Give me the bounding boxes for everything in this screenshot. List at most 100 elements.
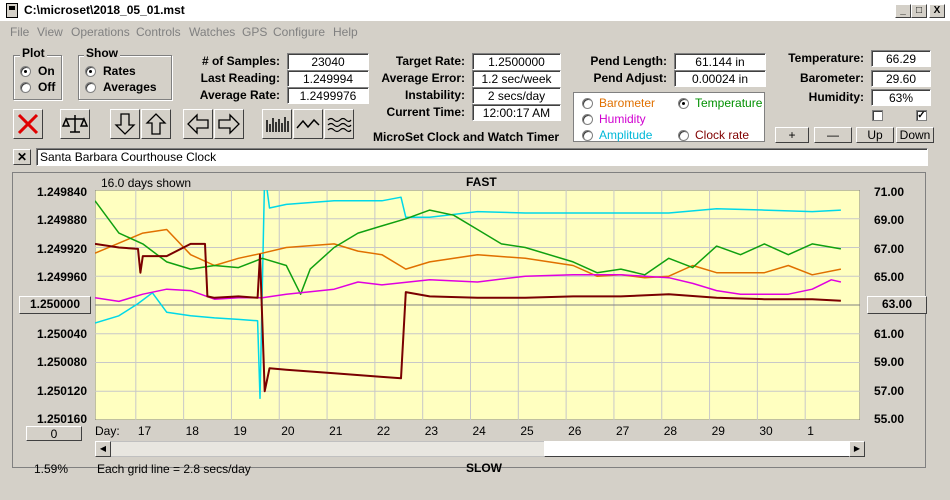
sensor-select-box — [573, 92, 765, 142]
plot-on-radio[interactable] — [20, 66, 31, 77]
menu-view[interactable]: View — [37, 25, 63, 39]
x-value-box[interactable]: 0 — [26, 426, 82, 441]
day-tick-label: 19 — [233, 424, 247, 438]
humidity-radio[interactable] — [582, 114, 593, 125]
scroll-right-button[interactable]: ▶ — [849, 441, 865, 457]
app-subtitle: MicroSet Clock and Watch Timer — [373, 130, 560, 144]
series-line-0 — [95, 190, 841, 400]
show-group-title: Show — [84, 46, 120, 60]
target-rate-field[interactable]: 1.2500000 — [472, 53, 561, 70]
plot-off-radio[interactable] — [20, 82, 31, 93]
humidity-label: Humidity: — [808, 90, 864, 104]
up-button[interactable] — [141, 109, 171, 139]
day-tick-label: 27 — [615, 424, 630, 438]
left-value-box[interactable]: 1.250000 — [19, 296, 91, 314]
series-line-1 — [95, 228, 842, 279]
bar-chart-icon — [266, 117, 289, 132]
menu-bar: File View Operations Controls Watches GP… — [0, 22, 950, 42]
right-tick: 67.00 — [874, 242, 905, 256]
days-shown-label: 16.0 days shown — [101, 176, 192, 190]
temperature-label: Temperature: — [788, 51, 864, 65]
fast-label: FAST — [466, 175, 497, 189]
series-line-3 — [95, 274, 842, 303]
left-tick: 1.249920 — [36, 242, 87, 256]
line-view-button[interactable] — [293, 109, 323, 139]
line-chart-icon — [296, 118, 320, 129]
menu-watches[interactable]: Watches — [189, 25, 236, 39]
day-tick-label: 20 — [281, 424, 295, 438]
barometer-radio[interactable] — [582, 98, 593, 109]
minimize-button[interactable]: _ — [895, 4, 911, 18]
pend-adjust-label: Pend Adjust: — [593, 71, 667, 85]
balance-button[interactable] — [60, 109, 90, 139]
wave-icon — [327, 117, 352, 133]
temperature-radio[interactable] — [678, 98, 689, 109]
scroll-left-button[interactable]: ◀ — [95, 441, 111, 457]
clock-name-input[interactable]: Santa Barbara Courthouse Clock — [36, 148, 928, 166]
close-button[interactable]: X — [929, 4, 945, 18]
menu-gps[interactable]: GPS — [242, 25, 268, 39]
slow-label: SLOW — [466, 461, 502, 475]
day-tick-label: 22 — [376, 424, 391, 438]
chart-frame — [12, 172, 926, 468]
menu-operations[interactable]: Operations — [71, 25, 130, 39]
stop-button[interactable] — [13, 109, 43, 139]
checkbox-left[interactable] — [872, 110, 883, 121]
plus-button[interactable]: + — [775, 127, 809, 143]
right-tick: 59.00 — [874, 355, 905, 369]
right-button[interactable] — [214, 109, 244, 139]
amplitude-radio[interactable] — [582, 130, 593, 141]
clear-name-button[interactable]: ✕ — [13, 149, 31, 165]
plot-off-label: Off — [38, 80, 56, 94]
day-tick-label: 26 — [568, 424, 582, 438]
scroll-thumb[interactable] — [544, 441, 850, 457]
window-title: C:\microset\2018_05_01.mst — [24, 3, 185, 17]
last-reading-label: Last Reading: — [200, 71, 280, 85]
amplitude-label: Amplitude — [599, 128, 653, 142]
checkbox-right[interactable]: ✓ — [916, 110, 927, 121]
left-button[interactable] — [183, 109, 213, 139]
right-value-box[interactable]: 63.00 — [867, 296, 927, 314]
down-button[interactable] — [110, 109, 140, 139]
samples-label: # of Samples: — [201, 54, 280, 68]
series-line-4 — [95, 242, 841, 393]
left-tick: 1.250080 — [36, 355, 87, 369]
day-axis-label: Day: — [95, 424, 120, 438]
temperature-option-label: Temperature — [695, 96, 763, 110]
day-tick-label: 29 — [711, 424, 725, 438]
average-rate-field: 1.2499976 — [287, 87, 369, 104]
right-tick: 71.00 — [874, 185, 905, 199]
left-tick: 1.249880 — [36, 213, 87, 227]
menu-controls[interactable]: Controls — [136, 25, 181, 39]
average-error-field: 1.2 sec/week — [472, 70, 561, 87]
scale-up-button[interactable]: Up — [856, 127, 894, 143]
average-rate-label: Average Rate: — [199, 88, 280, 102]
app-icon — [6, 3, 18, 18]
day-tick-label: 30 — [759, 424, 773, 438]
current-time-label: Current Time: — [386, 105, 465, 119]
right-tick: 55.00 — [874, 412, 905, 426]
clock-rate-radio[interactable] — [678, 130, 689, 141]
maximize-button[interactable]: □ — [911, 4, 927, 18]
menu-file[interactable]: File — [10, 25, 30, 39]
show-averages-radio[interactable] — [85, 82, 96, 93]
scale-down-button[interactable]: Down — [896, 127, 934, 143]
rate-chart — [95, 190, 860, 420]
day-tick-label: 17 — [137, 424, 152, 438]
current-time-field: 12:00:17 AM — [472, 104, 561, 121]
humidity-field: 63% — [871, 89, 931, 106]
minus-button[interactable]: — — [814, 127, 852, 143]
right-tick: 65.00 — [874, 270, 905, 284]
menu-help[interactable]: Help — [333, 25, 358, 39]
pend-length-field[interactable]: 61.144 in — [674, 53, 766, 70]
bars-view-button[interactable] — [262, 109, 292, 139]
grid-note: Each grid line = 2.8 secs/day — [97, 462, 251, 476]
day-tick-label: 18 — [185, 424, 199, 438]
left-tick: 1.250040 — [36, 327, 87, 341]
arrow-right-icon — [218, 113, 240, 135]
arrow-left-icon — [187, 113, 209, 135]
menu-configure[interactable]: Configure — [273, 25, 326, 39]
target-rate-label: Target Rate: — [395, 54, 465, 68]
show-rates-radio[interactable] — [85, 66, 96, 77]
wave-view-button[interactable] — [324, 109, 354, 139]
